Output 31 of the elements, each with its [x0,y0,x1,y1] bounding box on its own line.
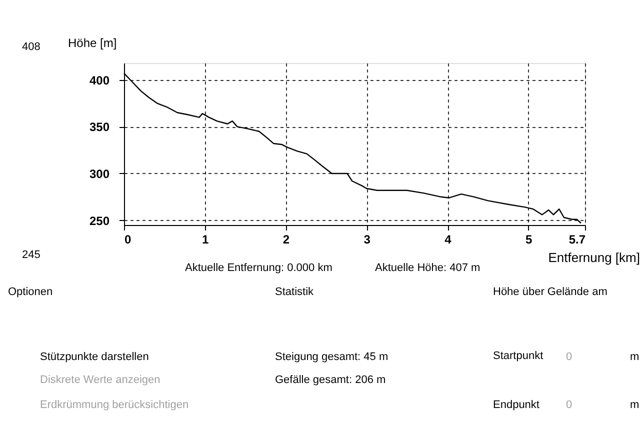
text: Startpunkt [493,350,544,362]
text: m [630,351,640,363]
text: Statistik [275,286,314,298]
text: Diskrete Werte anzeigen [40,374,160,386]
text: Aktuelle Entfernung: 0.000 km [185,262,332,274]
y-tick-label: 400 [89,73,110,88]
text: 408 [22,41,40,53]
x-tick-label: 2 [282,232,290,246]
text: 0 [566,399,572,411]
text: 0 [566,351,572,363]
text: Aktuelle Höhe: 407 m [375,262,480,274]
y-tick-label: 250 [89,214,110,228]
text: m [630,399,640,411]
x-axis-title: Entfernung [km] [548,250,640,265]
x-tick-label: 5.7 [568,232,586,246]
text: Steigung gesamt: 45 m [275,351,388,363]
x-tick-label: 1 [202,232,210,246]
text: Stützpunkte darstellen [40,351,149,363]
y-axis-title: Höhe [m] [68,36,117,50]
x-tick-label: 5 [526,232,533,246]
x-tick-label: 3 [364,232,371,246]
x-tick-label: 0 [124,232,132,246]
y-tick-label: 350 [89,120,110,134]
y-tick-label: 300 [89,166,110,181]
text: 245 [22,249,40,261]
text: Höhe über Gelände am [493,286,608,298]
text: Optionen [8,286,53,298]
text: Endpunkt [493,399,540,411]
x-tick-label: 4 [444,232,452,246]
text: Erdkrümmung berücksichtigen [40,399,189,411]
text: Gefälle gesamt: 206 m [275,374,386,386]
